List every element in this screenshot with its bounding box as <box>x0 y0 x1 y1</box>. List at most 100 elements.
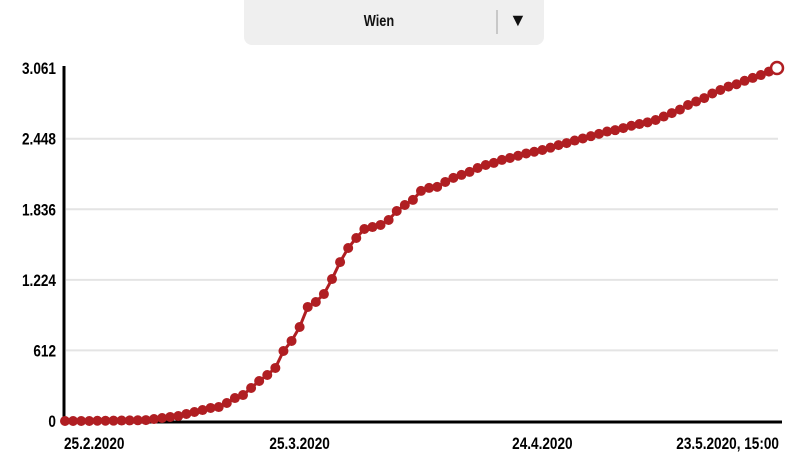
data-point[interactable] <box>213 402 224 413</box>
data-point[interactable] <box>529 146 540 157</box>
data-point[interactable] <box>157 413 168 424</box>
x-tick-label: 25.3.2020 <box>269 435 329 454</box>
data-point[interactable] <box>294 322 305 333</box>
data-point[interactable] <box>723 81 734 92</box>
data-point[interactable] <box>683 100 693 111</box>
data-point[interactable] <box>68 416 79 426</box>
data-point[interactable] <box>116 415 127 426</box>
data-point[interactable] <box>658 111 669 122</box>
data-point[interactable] <box>731 79 742 90</box>
data-point[interactable] <box>472 162 483 173</box>
data-point[interactable] <box>569 135 580 146</box>
data-point[interactable] <box>335 257 346 268</box>
data-point[interactable] <box>254 375 265 386</box>
data-point[interactable] <box>76 416 87 426</box>
data-point[interactable] <box>739 75 750 86</box>
data-point[interactable] <box>149 414 159 425</box>
data-point[interactable] <box>674 104 685 115</box>
data-point-latest[interactable] <box>769 60 785 76</box>
data-point[interactable] <box>351 232 362 243</box>
data-point[interactable] <box>327 274 337 285</box>
data-point[interactable] <box>505 152 515 163</box>
data-point[interactable] <box>715 85 726 96</box>
data-point[interactable] <box>286 335 297 346</box>
data-point[interactable] <box>407 194 418 205</box>
data-point[interactable] <box>416 185 426 196</box>
data-point[interactable] <box>165 411 176 422</box>
data-point[interactable] <box>132 415 143 426</box>
data-point[interactable] <box>545 142 556 153</box>
data-point[interactable] <box>456 169 467 180</box>
y-tick-label: 2.448 <box>22 130 56 149</box>
y-tick-label: 1.836 <box>22 201 56 220</box>
data-point[interactable] <box>577 133 588 144</box>
data-point[interactable] <box>537 144 548 155</box>
data-point[interactable] <box>391 205 402 216</box>
data-point[interactable] <box>238 390 248 401</box>
data-point[interactable] <box>553 140 564 151</box>
data-point[interactable] <box>440 176 451 187</box>
data-point[interactable] <box>375 219 386 230</box>
data-point[interactable] <box>464 166 475 177</box>
data-point[interactable] <box>278 345 289 356</box>
data-point[interactable] <box>521 148 532 159</box>
data-point[interactable] <box>318 289 329 300</box>
data-point[interactable] <box>92 415 103 426</box>
y-tick-label: 3.061 <box>22 60 56 79</box>
data-point[interactable] <box>691 96 702 107</box>
data-point[interactable] <box>367 222 378 233</box>
data-point[interactable] <box>181 408 192 419</box>
dropdown-selected-value: Wien <box>363 13 395 30</box>
data-point[interactable] <box>229 393 240 404</box>
data-point[interactable] <box>448 172 459 183</box>
data-point[interactable] <box>124 415 135 426</box>
data-point[interactable] <box>747 72 758 83</box>
data-point[interactable] <box>707 88 718 99</box>
data-point[interactable] <box>108 415 119 426</box>
data-point[interactable] <box>480 159 491 170</box>
data-point[interactable] <box>262 369 273 380</box>
data-point[interactable] <box>699 93 710 104</box>
data-point[interactable] <box>561 138 572 149</box>
data-point[interactable] <box>221 398 232 409</box>
data-point[interactable] <box>666 108 677 119</box>
data-point[interactable] <box>585 131 596 142</box>
data-point[interactable] <box>343 243 354 254</box>
data-point[interactable] <box>602 126 613 137</box>
triangle-down-icon[interactable]: ▼ <box>509 10 527 30</box>
data-point[interactable] <box>642 117 653 128</box>
data-point[interactable] <box>359 223 370 234</box>
region-dropdown[interactable]: Wien ▼ <box>244 0 544 45</box>
data-point[interactable] <box>140 415 151 426</box>
data-point[interactable] <box>488 157 499 168</box>
data-point[interactable] <box>100 415 111 426</box>
data-point[interactable] <box>246 383 257 394</box>
data-point[interactable] <box>594 128 604 139</box>
series-line <box>65 66 778 423</box>
data-point[interactable] <box>513 150 524 161</box>
x-tick-label: 24.4.2020 <box>512 435 572 454</box>
data-point[interactable] <box>302 301 313 312</box>
data-point[interactable] <box>84 416 95 426</box>
data-point[interactable] <box>634 119 645 130</box>
data-point[interactable] <box>650 115 661 126</box>
data-point[interactable] <box>197 405 208 416</box>
y-tick-label: 0 <box>48 413 56 432</box>
data-point[interactable] <box>189 407 200 418</box>
data-point[interactable] <box>424 182 435 193</box>
data-point[interactable] <box>270 362 281 373</box>
data-point[interactable] <box>618 123 629 134</box>
dropdown-divider <box>496 10 498 34</box>
data-point[interactable] <box>205 402 216 413</box>
data-point[interactable] <box>383 214 394 225</box>
data-point[interactable] <box>399 200 410 211</box>
data-point[interactable] <box>432 181 443 192</box>
data-point[interactable] <box>755 70 766 81</box>
data-point[interactable] <box>60 416 70 426</box>
data-point[interactable] <box>310 296 321 307</box>
data-point[interactable] <box>626 120 637 131</box>
data-point[interactable] <box>173 411 184 422</box>
data-point[interactable] <box>610 125 621 136</box>
data-point[interactable] <box>496 154 507 165</box>
